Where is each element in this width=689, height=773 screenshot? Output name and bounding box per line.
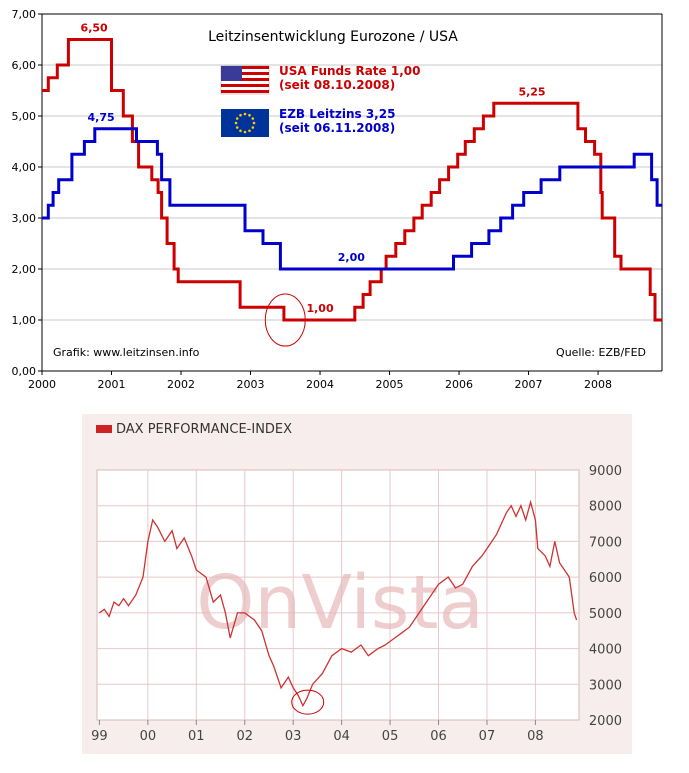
eu-star [234,121,238,125]
series-lines [99,499,578,708]
grid-lines [97,470,579,725]
eu-star [252,121,256,125]
eu-star [243,112,247,116]
y-tick-label: 1,00 [12,314,37,327]
chart-title: Leitzinsentwicklung Eurozone / USA [208,29,458,45]
x-tick-label: 2008 [584,378,612,391]
data-label: 1,00 [306,302,333,315]
ezb-leitzins-line [42,127,662,271]
y-tick-label: 9000 [589,464,622,479]
y-tick-label: 2000 [589,714,622,729]
x-tick-label: 05 [382,729,399,744]
y-tick-label: 7,00 [12,8,37,21]
y-tick-label: 5000 [589,607,622,622]
legend-swatch [96,425,112,433]
eu-star [251,117,255,120]
legend-usa-line1: USA Funds Rate 1,00 [279,64,420,78]
x-tick-label: 02 [236,729,253,744]
highlight-circle [291,689,325,715]
us-flag-icon [220,65,270,95]
eu-star [248,113,251,117]
y-tick-label: 7000 [589,535,622,550]
eu-star [235,117,239,120]
x-tick-label: 2000 [28,378,56,391]
y-tick-label: 4000 [589,643,622,658]
y-tick-label: 5,00 [12,110,37,123]
data-label: 4,75 [88,111,115,124]
x-tick-label: 2002 [167,378,195,391]
y-axis-tick-labels: 2000 3000 4000 5000 6000 7000 8000 9000 [589,464,622,729]
eu-star [235,126,239,129]
y-tick-label: 3,00 [12,212,37,225]
credit-grafik: Grafik: www.leitzinsen.info [53,346,200,359]
highlight-circle [264,293,306,347]
x-tick-label: 2006 [445,378,473,391]
usa-funds-rate-line [42,38,662,322]
x-tick-label: 2001 [98,378,126,391]
eu-star [251,126,255,129]
x-tick-label: 04 [333,729,350,744]
dax-line [99,499,578,708]
legend-ezb-line2: (seit 06.11.2008) [279,121,395,135]
y-tick-label: 4,00 [12,161,37,174]
eu-star [243,130,247,134]
data-label: 6,50 [81,22,108,35]
eu-flag-icon [221,109,269,137]
x-tick-label: 03 [285,729,302,744]
interest-rate-chart: 0,001,002,003,004,005,006,007,00 2000 200… [12,8,663,391]
y-tick-label: 2,00 [12,263,37,276]
series-lines [42,38,662,322]
eu-star [248,129,251,133]
x-tick-label: 2007 [515,378,543,391]
y-tick-label: 6,00 [12,59,37,72]
x-tick-label: 06 [430,729,447,744]
credit-quelle: Quelle: EZB/FED [556,346,646,359]
y-tick-label: 6000 [589,571,622,586]
watermark: OnVista [196,560,484,646]
legend: USA Funds Rate 1,00 (seit 08.10.2008) EZ… [220,64,420,137]
x-tick-label: 2004 [306,378,334,391]
dax-chart: DAX PERFORMANCE-INDEX OnVista 2000 3000 40… [82,414,632,754]
x-axis-tick-labels: 99 00 01 02 03 04 05 06 07 08 [91,729,544,744]
x-tick-label: 00 [140,729,157,744]
x-tick-label: 2005 [376,378,404,391]
y-tick-label: 8000 [589,500,622,515]
legend-usa-line2: (seit 08.10.2008) [279,78,395,92]
x-tick-label: 99 [91,729,108,744]
data-label: 2,00 [338,251,365,264]
y-tick-label: 0,00 [12,365,37,378]
data-labels: 6,50 4,75 1,00 2,00 5,25 [81,22,546,316]
axes [38,13,663,375]
eu-star [239,129,242,133]
y-axis-tick-labels: 0,00 1,00 2,00 3,00 4,00 5,00 6,00 7,00 [12,8,37,378]
x-tick-label: 01 [188,729,205,744]
legend-ezb-line1: EZB Leitzins 3,25 [279,107,395,121]
plot-area [96,469,580,721]
x-axis-tick-labels: 2000 2001 2002 2003 2004 2005 2006 2007 2008 [28,378,612,391]
eu-star [239,113,242,117]
dax-title: DAX PERFORMANCE-INDEX [116,422,292,437]
x-tick-label: 07 [479,729,496,744]
data-label: 5,25 [518,85,545,98]
x-tick-label: 08 [527,729,544,744]
x-tick-label: 2003 [237,378,265,391]
y-tick-label: 3000 [589,678,622,693]
